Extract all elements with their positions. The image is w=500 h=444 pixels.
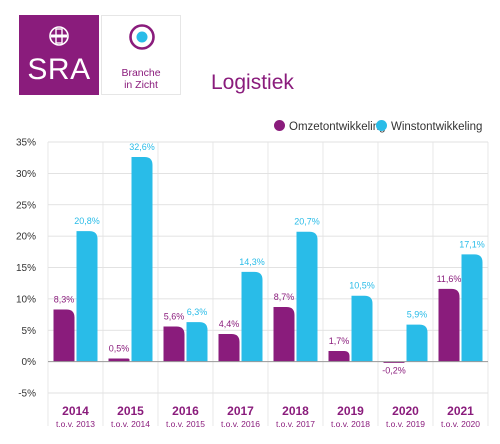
data-label-winst: 6,3% — [187, 307, 208, 317]
legend-swatch-winst — [376, 120, 387, 131]
data-label-winst: 10,5% — [349, 281, 375, 291]
target-icon — [129, 24, 155, 50]
x-category-sublabel: t.o.v. 2013 — [56, 419, 95, 429]
branche-in-zicht-text: Branche in Zicht — [102, 67, 180, 91]
legend-label-winst: Winstontwikkeling — [391, 121, 483, 133]
x-category-label: 2016 — [172, 404, 199, 418]
y-tick-label: 30% — [16, 169, 36, 180]
x-category-sublabel: t.o.v. 2016 — [221, 419, 260, 429]
legend-swatch-omzet — [274, 120, 285, 131]
bar-omzet — [108, 358, 130, 362]
bar-omzet — [273, 307, 295, 362]
y-tick-label: 10% — [16, 294, 36, 305]
data-label-winst: 20,8% — [74, 216, 100, 226]
legend-label-omzet: Omzetontwikkeling — [289, 121, 386, 133]
bar-winst — [406, 324, 428, 362]
bar-winst — [461, 254, 483, 362]
x-category-sublabel: t.o.v. 2017 — [276, 419, 315, 429]
data-label-winst: 20,7% — [294, 217, 320, 227]
bar-winst — [131, 157, 153, 362]
y-tick-label: 0% — [22, 357, 37, 368]
data-label-omzet: 1,7% — [329, 336, 350, 346]
data-label-winst: 14,3% — [239, 257, 265, 267]
bar-omzet — [328, 350, 350, 362]
x-category-label: 2017 — [227, 404, 254, 418]
bar-omzet — [383, 361, 405, 363]
bar-omzet — [53, 309, 75, 362]
data-label-omzet: 11,6% — [437, 274, 462, 284]
data-label-omzet: 0,5% — [109, 343, 130, 353]
branche-in-zicht-logo: Branche in Zicht — [101, 15, 181, 95]
legend-item-omzet: Omzetontwikkeling — [274, 120, 386, 133]
x-category-label: 2018 — [282, 404, 309, 418]
branche-in-zicht-line2: in Zicht — [124, 79, 158, 91]
y-tick-label: -5% — [18, 389, 36, 400]
x-category-label: 2020 — [392, 404, 419, 418]
bar-omzet — [163, 326, 185, 362]
legend-item-winst: Winstontwikkeling — [376, 120, 482, 133]
x-category-label: 2015 — [117, 404, 144, 418]
data-label-omzet: 8,7% — [274, 292, 295, 302]
x-category-sublabel: t.o.v. 2014 — [111, 419, 150, 429]
x-category-sublabel: t.o.v. 2018 — [331, 419, 370, 429]
x-category-sublabel: t.o.v. 2019 — [386, 419, 425, 429]
data-label-omzet: 8,3% — [54, 295, 75, 305]
x-category-sublabel: t.o.v. 2020 — [441, 419, 480, 429]
data-label-winst: 17,1% — [459, 239, 485, 249]
chart-title: Logistiek — [211, 71, 294, 94]
x-category-label: 2014 — [62, 404, 89, 418]
y-tick-label: 35% — [16, 138, 36, 149]
x-category-label: 2021 — [447, 404, 474, 418]
bar-winst — [186, 322, 208, 362]
bar-winst — [241, 271, 263, 362]
x-category-sublabel: t.o.v. 2015 — [166, 419, 205, 429]
data-label-winst: 32,6% — [129, 142, 155, 152]
y-tick-label: 20% — [16, 232, 36, 243]
sra-logo-text: SRA — [27, 53, 91, 86]
branche-in-zicht-line1: Branche — [121, 67, 161, 79]
bar-omzet — [218, 334, 240, 362]
data-label-omzet: 5,6% — [164, 311, 185, 321]
data-label-omzet: 4,4% — [219, 319, 240, 329]
bar-omzet — [438, 288, 460, 362]
sra-logo: SRA — [19, 15, 99, 95]
y-tick-label: 25% — [16, 200, 36, 211]
y-tick-label: 15% — [16, 263, 36, 274]
bar-winst — [351, 295, 373, 362]
y-tick-label: 5% — [22, 326, 37, 337]
x-category-label: 2019 — [337, 404, 364, 418]
bar-winst — [296, 231, 318, 362]
data-label-omzet: -0,2% — [382, 366, 406, 376]
sra-emblem-icon — [49, 26, 69, 46]
bar-winst — [76, 231, 98, 362]
data-label-winst: 5,9% — [407, 310, 428, 320]
